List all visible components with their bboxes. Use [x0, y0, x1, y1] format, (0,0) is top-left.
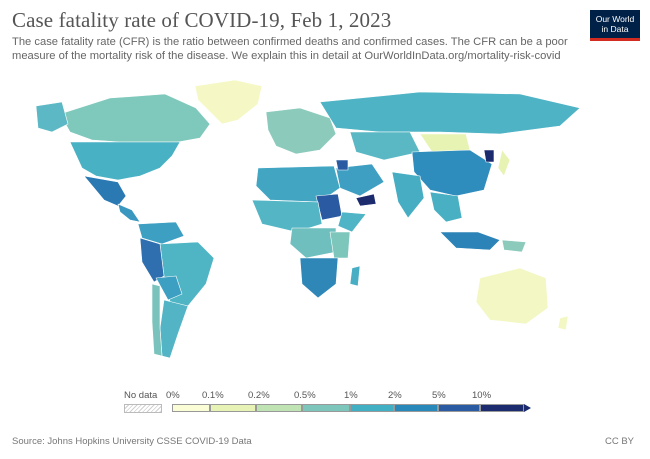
region-southeast-asia[interactable]	[429, 191, 463, 223]
region-chile[interactable]	[151, 283, 163, 357]
region-syria[interactable]	[335, 159, 349, 171]
legend-tick-3: 0.5%	[294, 390, 316, 401]
region-yemen[interactable]	[355, 193, 377, 207]
region-canada[interactable]	[59, 93, 211, 143]
color-legend: No data 0% 0.1% 0.2% 0.5% 1% 2% 5% 10%	[0, 390, 650, 420]
region-central-africa[interactable]	[289, 227, 337, 259]
region-central-asia[interactable]	[349, 131, 421, 161]
subtitle-line-2: measure of the mortality risk of the dis…	[12, 50, 561, 62]
region-alaska[interactable]	[35, 101, 69, 133]
region-horn-of-africa[interactable]	[337, 211, 367, 233]
region-mexico[interactable]	[83, 175, 127, 207]
region-russia[interactable]	[319, 91, 581, 135]
legend-bin-0[interactable]	[172, 404, 210, 412]
region-argentina[interactable]	[159, 299, 189, 359]
legend-tick-5: 2%	[388, 390, 402, 401]
no-data-swatch[interactable]	[124, 404, 162, 413]
region-mongolia[interactable]	[419, 133, 471, 153]
region-madagascar[interactable]	[349, 265, 361, 287]
legend-bin-7[interactable]	[480, 404, 524, 412]
license-label[interactable]: CC BY	[604, 436, 634, 447]
legend-tick-1: 0.1%	[202, 390, 224, 401]
region-indonesia[interactable]	[439, 231, 501, 251]
region-southern-africa[interactable]	[299, 257, 339, 299]
subtitle-line-1: The case fatality rate (CFR) is the rati…	[12, 36, 568, 48]
region-papua[interactable]	[501, 239, 527, 253]
region-europe[interactable]	[265, 107, 337, 155]
legend-tick-4: 1%	[344, 390, 358, 401]
legend-bin-2[interactable]	[256, 404, 302, 412]
legend-bin-5[interactable]	[394, 404, 438, 412]
source-note[interactable]: Source: Johns Hopkins University CSSE CO…	[12, 436, 252, 447]
logo-line-1: Our World	[595, 14, 635, 24]
region-greenland[interactable]	[194, 79, 263, 125]
world-map[interactable]	[0, 72, 650, 382]
owid-logo[interactable]: Our World in Data	[590, 10, 640, 41]
region-east-africa[interactable]	[329, 231, 351, 259]
region-central-america[interactable]	[117, 203, 141, 223]
logo-line-2: in Data	[601, 24, 629, 34]
region-australia[interactable]	[475, 267, 549, 325]
legend-bin-3[interactable]	[302, 404, 350, 412]
legend-arrow-icon	[524, 404, 531, 412]
region-northern-south-america[interactable]	[137, 221, 185, 245]
region-india[interactable]	[391, 171, 425, 219]
region-china[interactable]	[411, 149, 493, 197]
region-new-zealand[interactable]	[557, 315, 569, 331]
legend-tick-0: 0%	[166, 390, 180, 401]
region-west-africa[interactable]	[251, 199, 323, 233]
legend-color-scale	[172, 404, 532, 413]
legend-tick-6: 5%	[432, 390, 446, 401]
region-north-korea[interactable]	[483, 149, 495, 163]
legend-tick-7: 10%	[472, 390, 492, 401]
legend-bin-4[interactable]	[350, 404, 394, 412]
legend-bin-1[interactable]	[210, 404, 256, 412]
map-subtitle: The case fatality rate (CFR) is the rati…	[12, 35, 572, 63]
legend-bin-6[interactable]	[438, 404, 480, 412]
region-bolivia[interactable]	[155, 275, 183, 301]
no-data-label: No data	[124, 390, 158, 401]
region-japan[interactable]	[497, 149, 511, 177]
map-title: Case fatality rate of COVID-19, Feb 1, 2…	[12, 8, 392, 32]
legend-tick-2: 0.2%	[248, 390, 270, 401]
region-united-states[interactable]	[69, 141, 181, 181]
